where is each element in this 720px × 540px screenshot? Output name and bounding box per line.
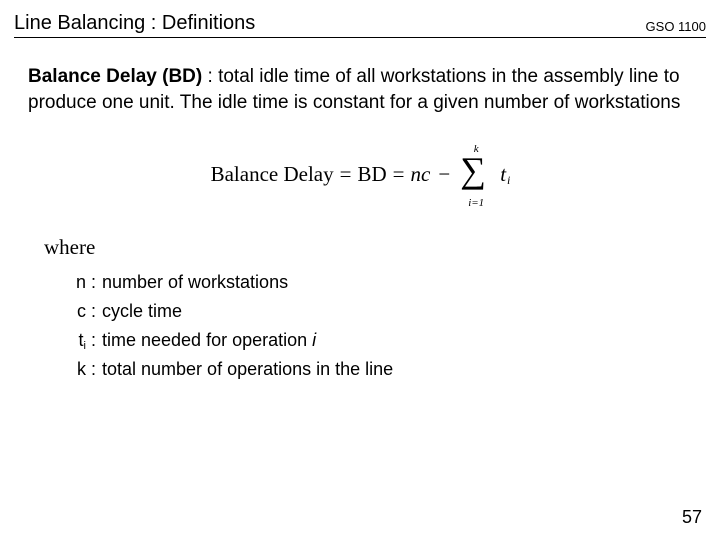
minus-sign: − <box>436 162 452 187</box>
course-code: GSO 1100 <box>646 19 706 35</box>
formula-block: Balance Delay = BD = nc − k ∑ i=1 ti <box>0 115 720 213</box>
def-symbol: k : <box>66 359 102 380</box>
where-label: where <box>0 213 720 268</box>
def-symbol: n : <box>66 272 102 293</box>
formula-expression: Balance Delay = BD = nc − k ∑ i=1 ti <box>211 145 510 203</box>
def-symbol: ti : <box>66 330 102 351</box>
term-name: Balance Delay (BD) <box>28 66 202 87</box>
slide-title: Line Balancing : Definitions <box>14 12 255 35</box>
definitions-list: n : number of workstations c : cycle tim… <box>0 268 720 384</box>
summation: k ∑ i=1 <box>458 145 494 203</box>
t-symbol: t <box>500 162 506 187</box>
page-number: 57 <box>682 507 702 528</box>
formula-nc: nc <box>411 162 431 187</box>
equals-2: = <box>393 162 405 187</box>
summand-ti: ti <box>500 162 509 187</box>
slide-header: Line Balancing : Definitions GSO 1100 <box>14 12 706 38</box>
slide-page: Line Balancing : Definitions GSO 1100 Ba… <box>0 0 720 540</box>
def-row-ti: ti : time needed for operation i <box>66 326 720 355</box>
formula-lhs: Balance Delay <box>211 162 334 187</box>
def-row-c: c : cycle time <box>66 297 720 326</box>
sum-lower-limit: i=1 <box>458 197 494 209</box>
def-description: number of workstations <box>102 272 288 293</box>
t-subscript: i <box>507 173 510 188</box>
equals-1: = <box>340 162 352 187</box>
def-row-k: k : total number of operations in the li… <box>66 355 720 384</box>
definition-paragraph: Balance Delay (BD) : total idle time of … <box>0 38 720 115</box>
def-description: total number of operations in the line <box>102 359 393 380</box>
def-description: time needed for operation i <box>102 330 316 351</box>
def-symbol: c : <box>66 301 102 322</box>
sigma-symbol: ∑ <box>460 152 486 188</box>
def-description: cycle time <box>102 301 182 322</box>
def-row-n: n : number of workstations <box>66 268 720 297</box>
formula-bd: BD <box>357 162 386 187</box>
